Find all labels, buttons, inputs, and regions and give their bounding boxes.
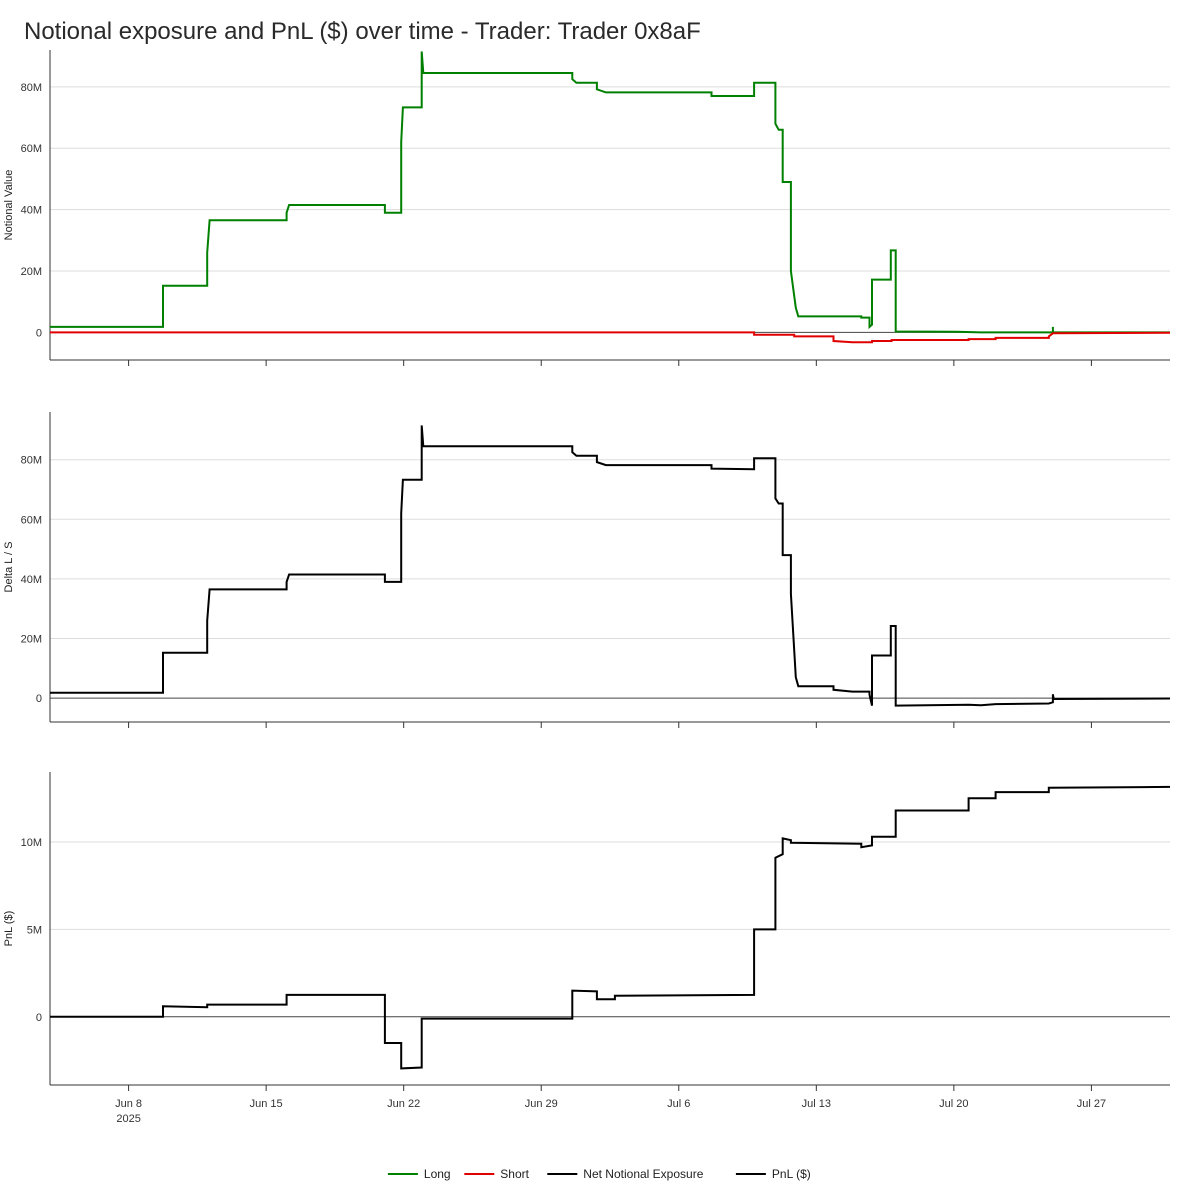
x-tick-label: Jun 8 (115, 1098, 142, 1110)
y-tick-label: 0 (36, 327, 42, 339)
y-tick-label: 40M (21, 205, 42, 217)
series-net-notional-exposure-line (50, 425, 1171, 707)
x-tick-label: Jul 13 (802, 1098, 831, 1110)
y-tick-label: 10M (21, 837, 42, 849)
y-axis-title: Delta L / S (3, 542, 15, 593)
y-tick-label: 20M (21, 266, 42, 278)
legend-item: Short (464, 1167, 530, 1181)
panel-1: 0 20M 40M 60M 80M Notional Value (3, 50, 1171, 366)
y-axis-title: PnL ($) (3, 911, 15, 947)
x-tick-label: Jun 22 (387, 1098, 420, 1110)
panel-2: 0 20M 40M 60M 80M Delta L / S (3, 412, 1171, 728)
y-axis-title: Notional Value (3, 170, 15, 241)
y-tick-label: 80M (21, 82, 42, 94)
x-tick-label: Jul 6 (667, 1098, 690, 1110)
y-tick-label: 5M (27, 924, 42, 936)
x-tick-label: Jul 20 (939, 1098, 968, 1110)
series-pnl-line (50, 785, 1171, 1070)
y-tick-label: 40M (21, 574, 42, 586)
legend-label: Long (424, 1167, 451, 1181)
x-tick-label: Jun 15 (250, 1098, 283, 1110)
y-tick-label: 0 (36, 1012, 42, 1024)
legend-label: Net Notional Exposure (583, 1167, 703, 1181)
legend-item: Net Notional Exposure (547, 1167, 704, 1181)
panel-3: 0 5M 10M PnL ($) (3, 772, 1171, 1091)
series-short-line (50, 331, 1171, 344)
legend-label: Short (500, 1167, 529, 1181)
y-tick-label: 60M (21, 143, 42, 155)
y-tick-label: 80M (21, 455, 42, 467)
chart-panels: 0 20M 40M 60M 80M Notional Value 0 20M 40M 60M 80M… (3, 50, 1171, 1091)
x-axis: Jun 8 2025 Jun 15 Jun 22 Jun 29 Jul 6 Jul 13 Ju… (115, 1098, 1106, 1125)
chart-legend: Long Short Net Notional Exposure PnL ($) (387, 1167, 811, 1181)
series-long-line (50, 51, 1170, 334)
x-tick-label: Jul 27 (1077, 1098, 1106, 1110)
legend-label: PnL ($) (772, 1167, 811, 1181)
x-tick-label: Jun 29 (525, 1098, 558, 1110)
y-tick-label: 20M (21, 634, 42, 646)
chart-title: Notional exposure and PnL ($) over time … (24, 18, 701, 45)
x-tick-sublabel: 2025 (116, 1113, 140, 1125)
y-tick-label: 0 (36, 693, 42, 705)
y-tick-label: 60M (21, 514, 42, 526)
legend-item: PnL ($) (735, 1167, 811, 1181)
legend-item: Long (387, 1167, 451, 1181)
